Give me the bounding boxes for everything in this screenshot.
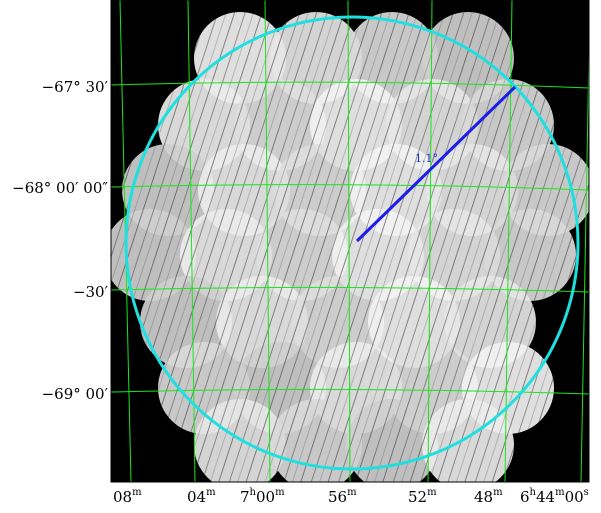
dec-gridline (111, 81, 589, 89)
y-tick-label: −69° 00′ (42, 385, 109, 403)
y-tick-label: −68° 00′ 00″ (12, 179, 108, 197)
x-tick-label: 52m (408, 487, 437, 506)
x-tick-label: 56m (328, 487, 357, 506)
ra-gridline (264, 0, 271, 482)
ra-gridline (347, 0, 351, 482)
ra-gridline (187, 0, 196, 482)
x-tick-label: 6h44m00s (520, 487, 589, 506)
dec-gridline (111, 184, 589, 191)
x-tick-label: 08m (113, 487, 142, 506)
detector-tile-streaks (484, 209, 576, 301)
plot-frame (110, 0, 590, 483)
x-tick-label: 48m (474, 487, 503, 506)
x-tick-label: 7h00m (240, 487, 285, 506)
y-tick-label: −30′ (73, 283, 109, 301)
footprint-circle (124, 15, 580, 471)
y-axis-labels: −67° 30′ −68° 00′ 00″ −30′ −69° 00′ (12, 78, 108, 403)
y-tick-label: −67° 30′ (42, 78, 109, 96)
radius-line (355, 85, 517, 243)
radius-label: 1.1° (415, 152, 438, 165)
dec-gridline (111, 286, 589, 293)
x-tick-label: 04m (187, 487, 216, 506)
x-axis-labels: 08m 04m 7h00m 56m 52m 48m 6h44m00s (113, 487, 589, 506)
ra-gridline (427, 0, 433, 482)
